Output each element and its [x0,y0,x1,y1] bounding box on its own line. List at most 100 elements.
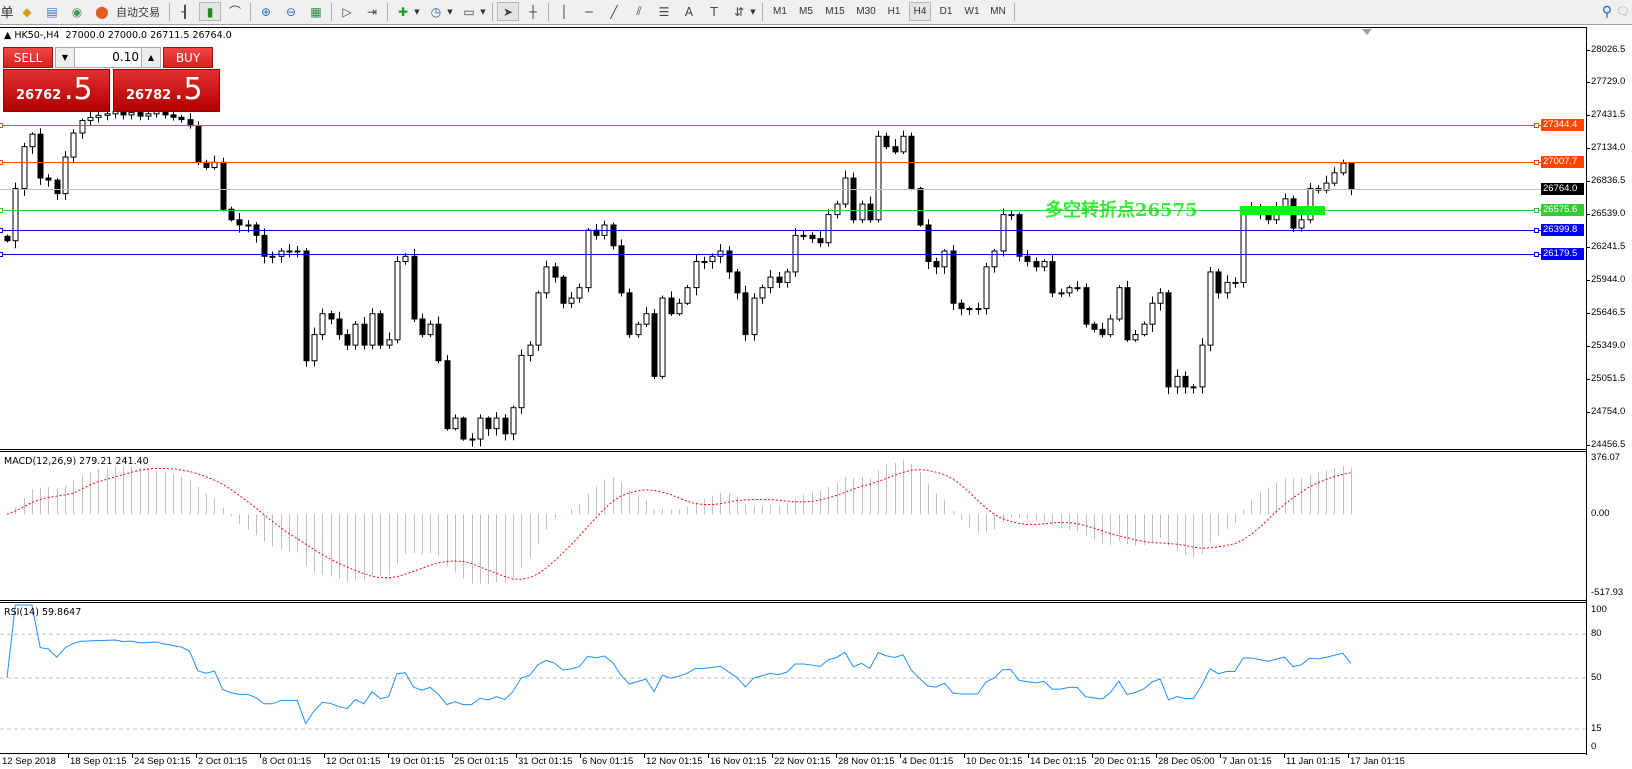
timeframe-h1-button[interactable]: H1 [887,6,901,17]
sell-price-button[interactable]: 26762 .5 [3,69,110,112]
buy-price-main: 26782 [126,88,172,103]
price-axis-label: 25349.0 [1591,340,1626,351]
indicators-icon[interactable]: ✚ [397,4,409,19]
timeframe-mn-button[interactable]: MN [990,6,1006,17]
horizontal-line[interactable] [0,254,1582,255]
dropdown-arrow-icon[interactable]: ▼ [414,7,420,16]
templates-icon[interactable]: ▭ [463,4,475,19]
dropdown-arrow-icon[interactable]: ▼ [750,7,756,16]
search-icon[interactable]: ⚲ [1601,3,1613,20]
candle-bull [975,308,982,311]
timeframe-h4-button[interactable]: H4 [909,2,931,21]
panel-divider[interactable] [0,449,1586,452]
line-anchor-handle[interactable] [0,252,3,257]
candle-bull [543,266,550,294]
timeframe-d1-button[interactable]: D1 [939,6,953,17]
line-anchor-handle[interactable] [1534,123,1539,128]
auto-scroll-icon[interactable]: ▷ [342,4,352,19]
text-label-icon[interactable]: T [710,4,718,19]
candle-bear [651,313,658,377]
dropdown-arrow-icon[interactable]: ▼ [480,7,486,16]
arrows-icon[interactable]: ⇵ [733,4,745,19]
line-anchor-handle[interactable] [1534,160,1539,165]
candle-bear [1182,375,1189,388]
lot-input[interactable] [75,49,139,65]
bar-chart-icon[interactable]: ┨ [181,4,189,19]
lot-decrease-button[interactable]: ▼ [56,48,75,67]
candle-bear [1165,292,1172,388]
dropdown-arrow-icon[interactable]: ▼ [447,7,453,16]
panel-divider[interactable] [0,600,1586,603]
line-anchor-handle[interactable] [1534,208,1539,213]
candle-bull [269,255,276,258]
time-axis-label: 16 Nov 01:15 [710,756,767,767]
candle-bull [311,334,318,362]
candle-bull [1157,292,1164,304]
price-axis-label: 26539.0 [1591,208,1626,220]
sell-button[interactable]: SELL [3,47,53,68]
candle-bear [178,116,185,121]
line-anchor-handle[interactable] [1534,228,1539,233]
candle-bull [352,323,359,346]
time-axis-line [0,753,1587,754]
chat-icon[interactable]: 🗨 [1616,5,1630,18]
horizontal-line-icon[interactable]: ─ [585,4,593,19]
candle-bull [1298,219,1305,229]
cursor-icon[interactable]: ➤ [497,2,519,21]
candle-bull [319,313,326,336]
chart-shift-icon[interactable]: ⇥ [366,4,378,19]
auto-trading-icon[interactable]: ⬤ [95,4,109,19]
timeframe-m15-button[interactable]: M15 [825,6,845,17]
crosshair-icon[interactable]: ┼ [529,4,537,19]
horizontal-line[interactable] [0,230,1582,231]
line-anchor-handle[interactable] [1534,252,1539,257]
lot-increase-button[interactable]: ▲ [141,48,160,67]
candlestick-chart-icon[interactable]: ▮ [199,2,221,21]
tile-windows-icon[interactable]: ▦ [310,4,322,19]
buy-button[interactable]: BUY [163,47,213,68]
horizontal-line[interactable] [0,162,1582,163]
ohlc-values: 27000.0 27000.0 26711.5 26764.0 [65,30,232,41]
trendline-icon[interactable]: ╱ [610,4,618,19]
line-anchor-handle[interactable] [0,228,3,233]
chart-annotation-text[interactable]: 多空转折点26575 [1045,200,1198,221]
timeframe-m30-button[interactable]: M30 [856,6,876,17]
horizontal-line[interactable] [0,189,1582,190]
time-axis-tick [1156,754,1157,758]
line-anchor-handle[interactable] [0,123,3,128]
chart-shift-marker-icon[interactable] [1362,29,1372,35]
navigator-icon[interactable]: ▤ [46,4,58,19]
horizontal-line[interactable] [0,210,1582,211]
text-icon[interactable]: A [684,4,694,19]
candle-bull [79,119,86,134]
candle-bear [958,302,965,310]
timeframe-w1-button[interactable]: W1 [964,6,980,17]
zoom-in-icon[interactable]: ⊕ [260,4,272,19]
timeframe-m5-button[interactable]: M5 [799,6,813,17]
buy-price-button[interactable]: 26782 .5 [113,69,220,112]
candle-bear [411,255,418,320]
equidistant-channel-icon[interactable]: ⫽ [636,4,642,18]
toolbar-separator [1014,3,1015,21]
line-anchor-handle[interactable] [0,160,3,165]
collapse-triangle-icon[interactable]: ▲ [4,30,12,41]
periods-icon[interactable]: ◷ [430,4,442,19]
price-axis-label: 27729.0 [1591,76,1626,88]
candle-bear [1083,287,1090,325]
market-watch-icon[interactable]: ◆ [22,4,32,19]
auto-trading-button[interactable]: 自动交易 [116,5,160,19]
menu-fragment[interactable]: 单 [0,6,14,21]
zoom-out-icon[interactable]: ⊖ [285,4,297,19]
signals-icon[interactable]: ◉ [71,4,83,19]
candle-bull [452,417,459,430]
candle-bear [361,323,368,346]
line-anchor-handle[interactable] [0,208,3,213]
line-chart-icon[interactable]: ⌒ [228,5,241,19]
candle-bull [1058,292,1065,295]
fibonacci-icon[interactable]: ☰ [658,4,670,19]
vertical-line-icon[interactable]: │ [560,4,568,19]
timeframe-m1-button[interactable]: M1 [773,6,787,17]
horizontal-line[interactable] [0,125,1582,126]
time-axis-label: 6 Nov 01:15 [582,756,634,767]
